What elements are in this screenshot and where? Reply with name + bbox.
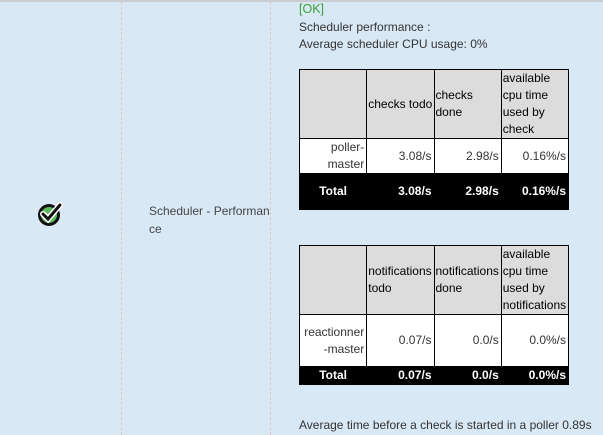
cell: 0.07/s — [366, 314, 435, 367]
cell: 0.16%/s — [500, 173, 570, 210]
cell: Total — [298, 173, 368, 210]
cell: 2.98/s — [433, 173, 502, 210]
cell: 0.0%/s — [500, 366, 570, 385]
output-footer: Average time before a check is started i… — [299, 418, 592, 432]
service-name: Scheduler - Performance — [149, 204, 270, 236]
cell: 0.0/s — [433, 366, 502, 385]
header-cell: checks done — [433, 69, 502, 139]
header-cell: notifications todo — [366, 245, 435, 315]
cell: 2.98/s — [433, 138, 502, 174]
cell: 0.0/s — [433, 314, 502, 367]
header-cell — [298, 69, 368, 139]
output-line: Average scheduler CPU usage: 0% — [299, 37, 488, 51]
table-row: poller-master 3.08/s 2.98/s 0.16%/s — [298, 138, 570, 174]
cell: 0.0%/s — [500, 314, 570, 367]
status-text: [OK] — [299, 2, 325, 16]
top-border — [0, 0, 603, 2]
header-cell: available cpu time used by check — [500, 69, 570, 139]
cell: reactionner-master — [298, 314, 368, 367]
cell: 0.16%/s — [500, 138, 570, 174]
total-row: Total 0.07/s 0.0/s 0.0%/s — [298, 366, 570, 385]
header-cell: checks todo — [366, 69, 435, 139]
output-line: Scheduler performance : — [299, 20, 431, 34]
cell: Total — [298, 366, 368, 385]
column-divider — [121, 2, 122, 435]
ok-check-icon — [38, 202, 63, 226]
notifications-table: notifications todo notifications done av… — [298, 245, 570, 385]
header-cell — [298, 245, 368, 315]
header-cell: notifications done — [433, 245, 502, 315]
cell: 3.08/s — [366, 138, 435, 174]
header-cell: available cpu time used by notifications — [500, 245, 570, 315]
cell: 3.08/s — [366, 173, 435, 210]
column-divider — [270, 2, 271, 435]
table-row: reactionner-master 0.07/s 0.0/s 0.0%/s — [298, 314, 570, 367]
cell: 0.07/s — [366, 366, 435, 385]
cell: poller-master — [298, 138, 368, 174]
scheduler-checks-table: checks todo checks done available cpu ti… — [298, 69, 570, 210]
total-row: Total 3.08/s 2.98/s 0.16%/s — [298, 173, 570, 210]
